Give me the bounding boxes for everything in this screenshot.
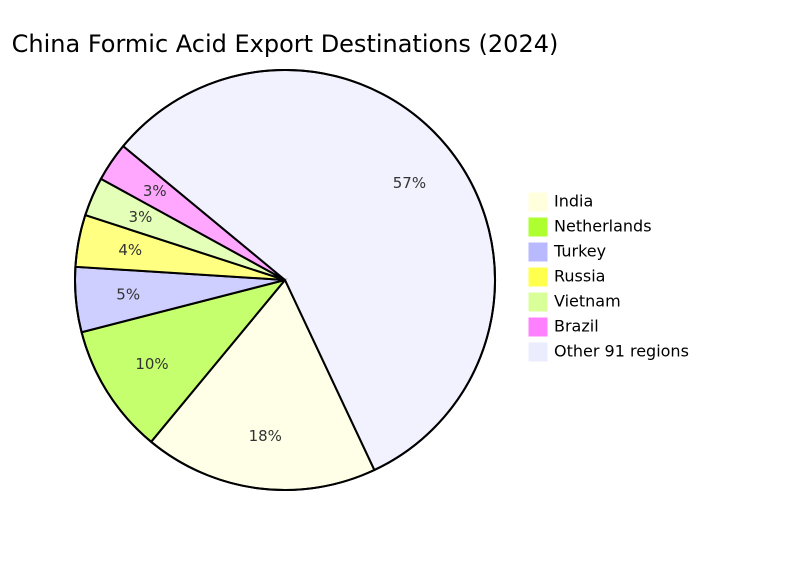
legend-swatch — [528, 292, 548, 312]
slice-label: 10% — [135, 355, 168, 373]
pie-outline — [74, 69, 496, 491]
legend-label: Netherlands — [554, 217, 652, 236]
slice-label: 57% — [393, 174, 426, 192]
legend-swatch — [528, 242, 548, 262]
legend-label: Other 91 regions — [554, 342, 689, 361]
slice-label: 4% — [118, 241, 142, 259]
slice-label: 3% — [143, 182, 167, 200]
legend-swatch — [528, 342, 548, 362]
slice-label: 3% — [129, 208, 153, 226]
slice-label: 18% — [249, 427, 282, 445]
legend-label: Vietnam — [554, 292, 621, 311]
legend-label: Brazil — [554, 317, 599, 336]
slice-label: 5% — [116, 285, 140, 303]
legend-swatch — [528, 267, 548, 287]
legend-label: Russia — [554, 267, 605, 286]
legend-swatch — [528, 217, 548, 237]
chart-title: China Formic Acid Export Destinations (2… — [12, 30, 559, 58]
legend-label: India — [554, 192, 593, 211]
legend-label: Turkey — [553, 242, 606, 261]
legend-swatch — [528, 192, 548, 212]
legend-swatch — [528, 317, 548, 337]
